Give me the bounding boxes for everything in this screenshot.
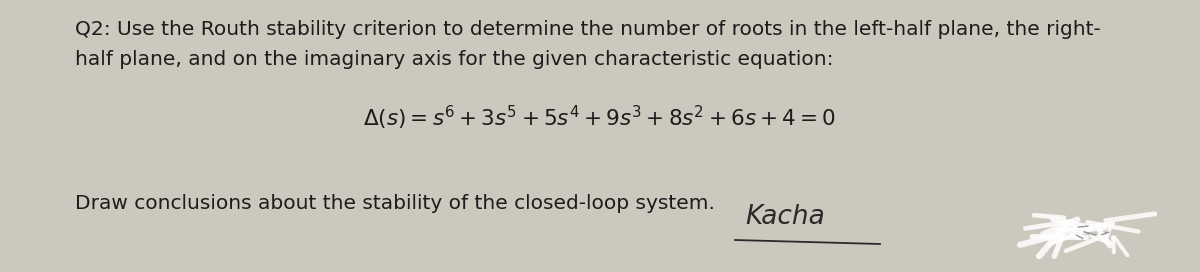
Text: Kacha: Kacha (745, 204, 824, 230)
Text: $\Delta(s) = s^6 + 3s^5 + 5s^4 + 9s^3 + 8s^2 + 6s + 4 = 0$: $\Delta(s) = s^6 + 3s^5 + 5s^4 + 9s^3 + … (364, 104, 836, 132)
Text: Q2: Use the Routh stability criterion to determine the number of roots in the le: Q2: Use the Routh stability criterion to… (74, 20, 1100, 39)
Text: half plane, and on the imaginary axis for the given characteristic equation:: half plane, and on the imaginary axis fo… (74, 50, 834, 69)
Text: Draw conclusions about the stability of the closed-loop system.: Draw conclusions about the stability of … (74, 194, 715, 213)
